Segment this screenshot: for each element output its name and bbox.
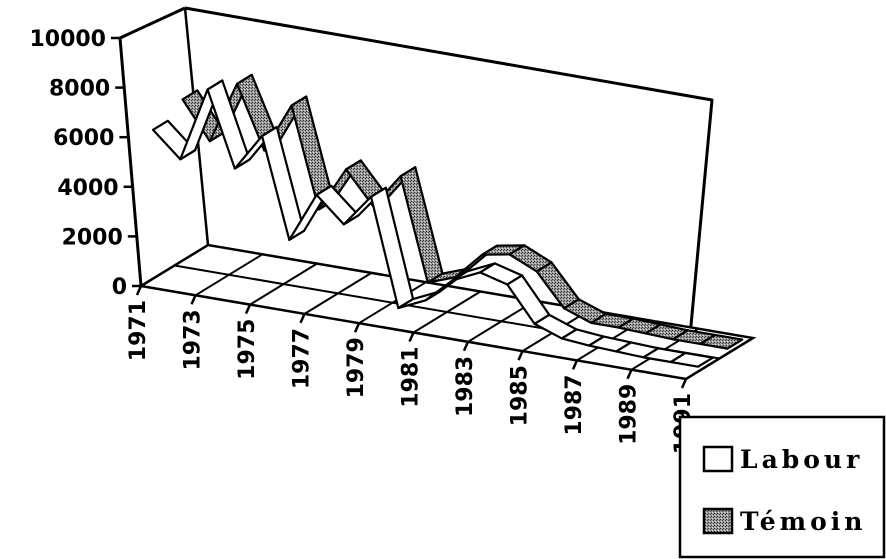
ribbon-segment	[399, 166, 444, 284]
x-axis-ticks: 1971 1973 1975 1977 1979 1981 1983 1985 1987 1989…	[126, 285, 696, 454]
side-wall	[119, 6, 186, 40]
x-tick-mark	[571, 359, 579, 370]
x-tick-label: 1983	[453, 356, 478, 417]
legend-swatch-labour	[702, 445, 734, 473]
ribbon-segment	[260, 125, 306, 241]
x-tick-mark	[408, 331, 415, 343]
legend-swatch-temoin	[702, 507, 734, 535]
x-tick-mark	[517, 350, 524, 361]
x-tick-label: 1973	[181, 309, 206, 370]
x-tick-mark	[190, 294, 197, 305]
x-tick-label: 1989	[617, 384, 642, 445]
series-labour	[151, 79, 714, 368]
floor-grid-line	[685, 337, 754, 380]
x-tick-label: 1977	[290, 328, 315, 389]
plot-area	[151, 73, 744, 368]
floor-grid-line	[303, 272, 373, 315]
x-tick-mark	[135, 285, 143, 296]
legend: Labour Témoin	[678, 415, 886, 559]
x-tick-mark	[353, 322, 361, 333]
floor-grid-line	[194, 253, 264, 297]
y-tick-label: 8000	[49, 77, 110, 102]
y-axis-ticks: 0 2000 4000 6000 8000 10000	[29, 27, 141, 300]
y-axis	[118, 37, 143, 287]
x-tick-label: 1975	[235, 319, 260, 380]
y-tick-label: 10000	[29, 27, 106, 52]
y-tick-label: 2000	[62, 225, 123, 250]
x-tick-label: 1971	[126, 300, 151, 361]
x-tick-mark	[462, 341, 470, 352]
y-tick-label: 6000	[53, 126, 114, 151]
back-wall	[184, 6, 714, 380]
x-tick-label: 1987	[562, 374, 587, 435]
ribbon-segment	[669, 351, 714, 368]
y-tick-label: 4000	[57, 176, 118, 201]
x-tick-label: 1985	[508, 365, 533, 426]
legend-label-labour: Labour	[740, 445, 863, 474]
x-tick-label: 1979	[344, 337, 369, 398]
x-tick-mark	[626, 369, 633, 380]
legend-label-temoin: Témoin	[740, 507, 866, 536]
floor-grid-line	[249, 262, 318, 306]
x-tick-label: 1981	[399, 347, 424, 408]
x-tick-mark	[680, 378, 688, 389]
floor-grid-line	[358, 281, 427, 325]
x-tick-mark	[244, 304, 252, 315]
y-tick-label: 0	[112, 275, 127, 300]
ribbon-segment	[699, 333, 744, 350]
legend-box	[678, 415, 886, 559]
floor-grid-line	[412, 290, 482, 334]
x-tick-mark	[299, 313, 306, 324]
